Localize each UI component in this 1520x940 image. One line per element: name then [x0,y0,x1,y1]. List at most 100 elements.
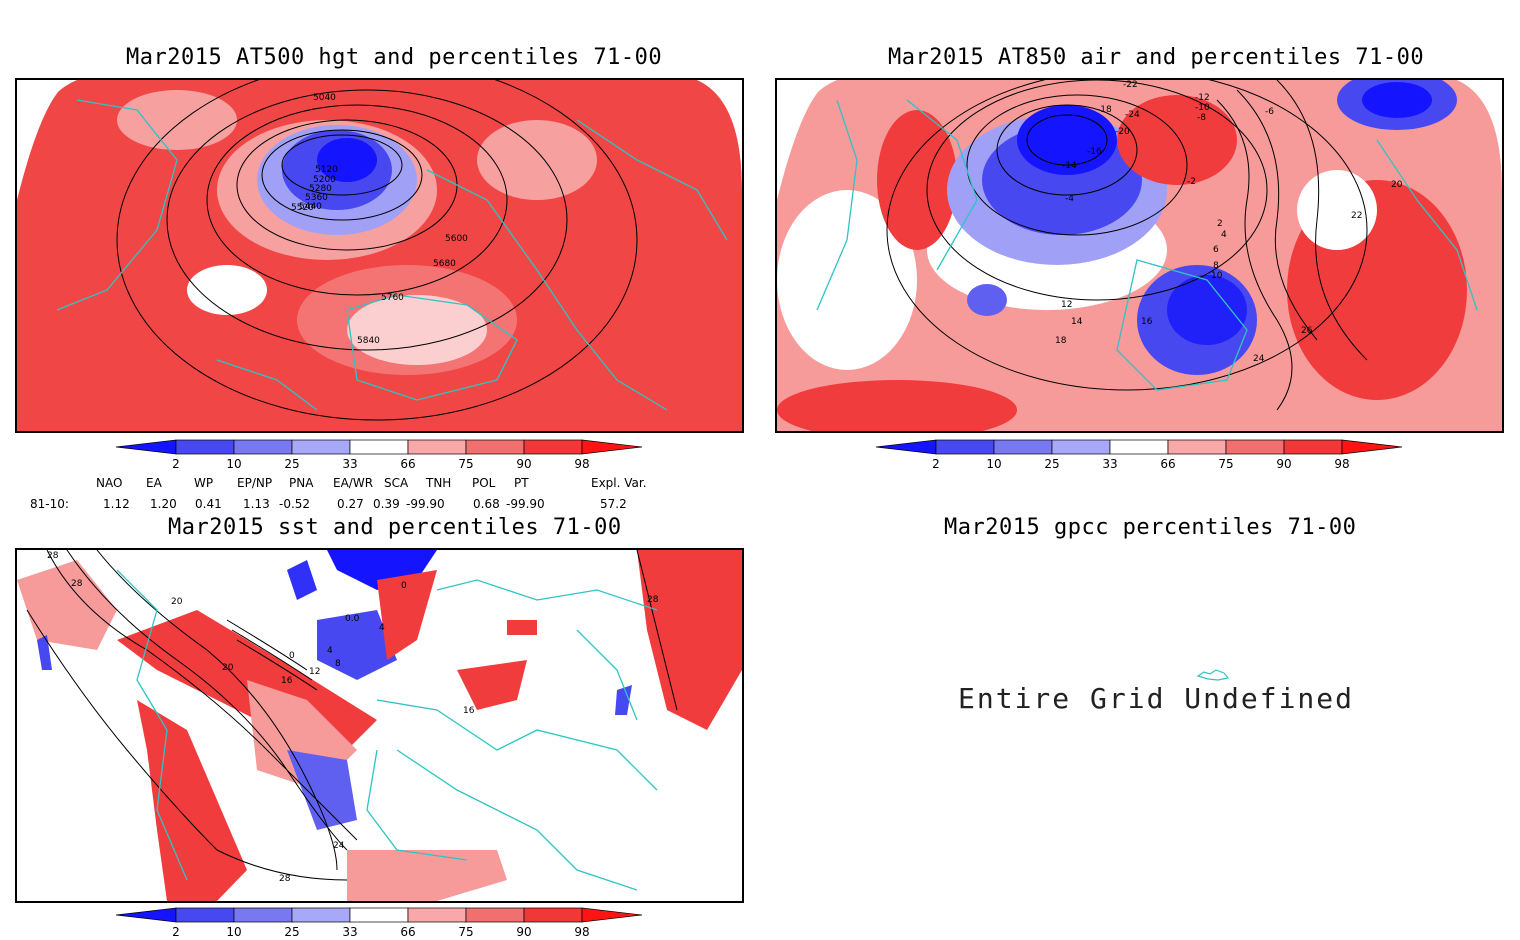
contour-label: 5680 [433,259,456,269]
index-value-wp: 0.41 [195,497,222,511]
contour-label: 5040 [313,93,336,103]
map-panel-sst: 28 28 20 0 0.0 4 0 4 8 12 16 20 16 24 28… [15,548,744,903]
colorbar-label: 2 [932,457,940,471]
index-value-sca: 0.39 [373,497,400,511]
index-value-ea: 1.20 [150,497,177,511]
contour-label: -2 [1187,177,1196,187]
index-header-sca: SCA [384,476,409,490]
contour-label: -4 [1065,194,1074,204]
contour-label: 5440 [299,202,322,212]
contour-label: 5600 [445,234,468,244]
map-sst: 28 28 20 0 0.0 4 0 4 8 12 16 20 16 24 28… [17,550,742,901]
colorbar-label: 2 [172,457,180,471]
contour-label: -6 [1265,107,1274,117]
index-value-pna: -0.52 [279,497,311,511]
contour-label: 5280 [309,184,332,194]
contour-label: -8 [1197,113,1206,123]
colorbar-label: 98 [574,457,589,471]
colorbar-label: 90 [516,457,531,471]
colorbar-label: 75 [458,457,473,471]
contour-label: 5840 [357,336,380,346]
index-header-pt: PT [514,476,529,490]
colorbar-label: 33 [342,925,357,939]
grid-undefined-message: Entire Grid Undefined [958,682,1355,715]
colorbar-label: 10 [226,925,241,939]
colorbar-label: 66 [1160,457,1175,471]
panel-title-air: Mar2015 AT850 air and percentiles 71-00 [888,45,1425,70]
index-header-nao: NAO [96,476,123,490]
index-header-eawr: EA/WR [333,476,374,490]
contour-label: 20 [1391,180,1403,190]
panel-title-sst: Mar2015 sst and percentiles 71-00 [168,515,622,540]
contour-label: 22 [1351,211,1362,221]
contour-label: 2 [1217,219,1223,229]
colorbar-label: 25 [1044,457,1059,471]
colorbar-label: 2 [172,925,180,939]
contour-label: 0.0 [345,614,360,624]
colorbar-label: 25 [284,925,299,939]
colorbar-label: 98 [574,925,589,939]
contour-label: -22 [1123,80,1138,90]
index-value-epnp: 1.13 [243,497,270,511]
colorbar-label: 90 [516,925,531,939]
index-value-tnh: -99.90 [406,497,445,511]
grid-undefined-glyph [1196,669,1230,681]
contour-label: -24 [1125,110,1140,120]
index-header-pna: PNA [289,476,314,490]
contour-label: 16 [1141,317,1153,327]
colorbar-label: 25 [284,457,299,471]
contour-label: 28 [279,874,291,884]
index-value-eawr: 0.27 [337,497,364,511]
index-value-pt: -99.90 [506,497,545,511]
map-panel-air: -22 -18 -24 -10 -12 -8 -6 -20 -16 -14 -4… [775,78,1504,433]
contour-label: 16 [463,706,475,716]
contour-label: 6 [1213,245,1219,255]
contour-label: 8 [1213,261,1219,271]
contour-label: 4 [327,646,333,656]
map-air: -22 -18 -24 -10 -12 -8 -6 -20 -16 -14 -4… [777,80,1502,431]
colorbar-sst: 2 10 25 33 66 75 90 98 [116,907,643,939]
contour-label: 26 [1301,326,1313,336]
panel-title-hgt: Mar2015 AT500 hgt and percentiles 71-00 [126,45,663,70]
map-hgt: 5040 5120 5200 5280 5360 5440 5520 5600 … [17,80,742,431]
contour-label: 28 [47,551,59,561]
contour-label: 24 [1253,354,1265,364]
contour-label: -12 [1195,93,1210,103]
contour-label: 8 [335,659,341,669]
contour-label: 20 [222,663,234,673]
colorbar-hgt: 2 10 25 33 66 75 90 98 [116,439,643,471]
contour-label: -18 [1097,105,1112,115]
colorbar-label: 10 [226,457,241,471]
contour-label: 10 [1211,271,1223,281]
contour-label: 5120 [315,165,338,175]
index-value-nao: 1.12 [103,497,130,511]
contour-label: 5520 [291,203,314,213]
index-header-pol: POL [472,476,496,490]
index-value-pol: 0.68 [473,497,500,511]
contour-label: 5200 [313,175,336,185]
index-header-tnh: TNH [426,476,452,490]
colorbar-label: 10 [986,457,1001,471]
colorbar-label: 66 [400,457,415,471]
index-header-ea: EA [146,476,162,490]
contour-label: -16 [1087,147,1102,157]
contour-label: 16 [281,676,293,686]
panel-title-gpcc: Mar2015 gpcc percentiles 71-00 [944,515,1357,540]
colorbar-label: 33 [1102,457,1117,471]
contour-label: 24 [333,841,345,851]
colorbar-label: 98 [1334,457,1349,471]
map-panel-hgt: 5040 5120 5200 5280 5360 5440 5520 5600 … [15,78,744,433]
contour-label: 12 [309,667,320,677]
contour-label: 14 [1071,317,1083,327]
contour-label: 0 [401,581,407,591]
contour-label: -14 [1062,161,1077,171]
contour-label: 4 [1221,230,1227,240]
contour-label: 28 [71,579,83,589]
contour-label: 20 [171,597,183,607]
index-header-epnp: EP/NP [237,476,273,490]
colorbar-label: 75 [458,925,473,939]
colorbar-label: 90 [1276,457,1291,471]
contour-label: 12 [1061,300,1072,310]
contour-label: 28 [647,595,659,605]
index-header-wp: WP [194,476,214,490]
